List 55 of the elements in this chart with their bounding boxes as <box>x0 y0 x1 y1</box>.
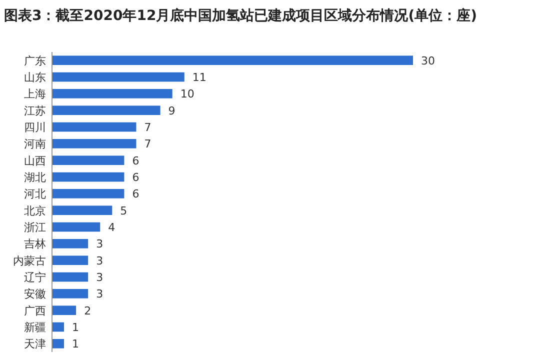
y-tick-label: 四川 <box>24 121 46 134</box>
y-tick-label: 山西 <box>24 154 46 168</box>
data-label: 10 <box>180 88 194 101</box>
data-label: 9 <box>168 104 176 118</box>
y-tick-label: 辽宁 <box>24 271 46 284</box>
data-label: 11 <box>192 71 206 84</box>
bar <box>52 172 124 182</box>
data-label: 4 <box>108 221 116 234</box>
bar <box>52 89 172 98</box>
data-label: 3 <box>96 238 104 251</box>
y-tick-label: 浙江 <box>24 221 46 234</box>
y-tick-label: 山东 <box>24 71 46 84</box>
y-tick-label: 上海 <box>24 88 46 101</box>
bar <box>52 56 413 65</box>
bar <box>52 106 160 115</box>
data-label: 1 <box>72 321 80 334</box>
y-tick-label: 江苏 <box>24 104 46 118</box>
bar <box>52 139 136 148</box>
bar <box>52 322 64 332</box>
bar <box>52 156 124 165</box>
bar <box>52 206 112 215</box>
bar <box>52 72 184 82</box>
bar <box>52 272 88 282</box>
y-tick-label: 新疆 <box>24 321 46 334</box>
bar <box>52 256 88 265</box>
data-label: 5 <box>120 204 128 218</box>
y-tick-label: 安徽 <box>24 288 46 301</box>
data-label: 2 <box>84 304 92 318</box>
bar <box>52 289 88 298</box>
data-label: 1 <box>72 338 80 351</box>
y-tick-label: 吉林 <box>24 238 46 251</box>
y-tick-label: 内蒙古 <box>13 254 46 268</box>
data-label: 30 <box>421 54 435 68</box>
y-tick-label: 湖北 <box>24 171 46 184</box>
data-label: 3 <box>96 288 104 301</box>
data-label: 3 <box>96 271 104 284</box>
bar <box>52 222 100 232</box>
data-label: 7 <box>144 138 152 151</box>
bar <box>52 122 136 132</box>
bar <box>52 339 64 348</box>
y-tick-label: 河南 <box>24 138 46 151</box>
chart-title: 图表3：截至2020年12月底中国加氢站已建成项目区域分布情况(单位：座) <box>4 7 477 24</box>
data-label: 3 <box>96 254 104 268</box>
y-tick-label: 北京 <box>24 204 46 218</box>
data-label: 6 <box>132 171 140 184</box>
bar <box>52 306 76 315</box>
bar <box>52 239 88 248</box>
bar <box>52 189 124 198</box>
y-tick-label: 天津 <box>24 338 46 351</box>
y-tick-label: 河北 <box>24 188 46 201</box>
y-tick-label: 广东 <box>24 54 46 68</box>
y-tick-label: 广西 <box>24 304 46 318</box>
data-label: 7 <box>144 121 152 134</box>
data-label: 6 <box>132 188 140 201</box>
data-label: 6 <box>132 154 140 168</box>
